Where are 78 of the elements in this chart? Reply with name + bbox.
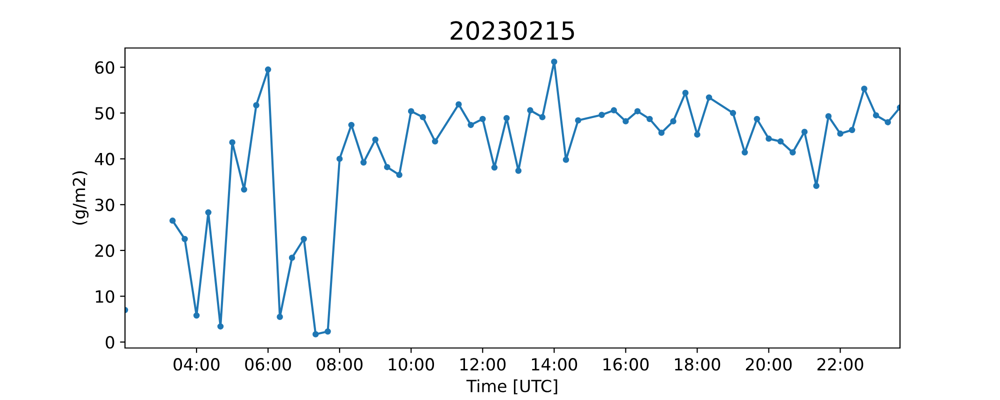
point (193, 312, 200, 319)
point (205, 209, 212, 216)
x-tick-label: 18:00 (675, 358, 720, 371)
point (336, 156, 343, 162)
x-tick-label: 22:00 (817, 358, 864, 371)
point (312, 331, 319, 338)
point (766, 136, 772, 142)
point (408, 108, 414, 114)
y-tick-label: 10 (96, 290, 114, 303)
point (217, 323, 224, 330)
x-tick-label: 08:00 (316, 358, 362, 371)
point (706, 94, 712, 101)
point (861, 86, 868, 92)
point (300, 236, 307, 242)
point (360, 159, 367, 166)
point (801, 128, 808, 135)
point (813, 182, 820, 189)
point (384, 164, 390, 170)
point (348, 122, 355, 128)
point (288, 254, 296, 261)
point (539, 114, 546, 120)
point (884, 119, 891, 126)
point (551, 58, 558, 65)
point (825, 113, 832, 120)
x-axis-title: Time [UTC] (466, 379, 558, 394)
point (622, 118, 629, 124)
y-tick-label: 60 (95, 61, 114, 74)
point (468, 122, 474, 128)
point (503, 114, 510, 122)
x-tick-label: 10:00 (388, 358, 434, 371)
point (276, 314, 283, 320)
point (872, 112, 880, 118)
point (420, 114, 426, 120)
point (456, 101, 462, 108)
x-tick-label: 16:00 (604, 358, 649, 371)
point (575, 117, 582, 124)
point (562, 156, 570, 163)
point (730, 110, 736, 116)
point (670, 118, 676, 124)
point (264, 66, 272, 73)
y-tick-label: 0 (106, 336, 114, 349)
point (848, 126, 856, 134)
point (634, 108, 641, 114)
y-tick-label: 50 (95, 107, 114, 120)
x-tick-label: 04:00 (174, 358, 220, 371)
x-tick-label: 14:00 (532, 358, 578, 371)
point (777, 138, 784, 145)
point (598, 112, 605, 118)
point (646, 116, 653, 122)
chart-title: 20230215 (450, 21, 574, 40)
point (253, 102, 260, 108)
point (432, 138, 438, 145)
point (754, 116, 760, 122)
x-tick-label: 20:00 (746, 358, 792, 371)
point (658, 130, 665, 136)
point (169, 218, 176, 224)
point (372, 136, 378, 143)
point (182, 236, 188, 242)
x-tick-label: 12:00 (460, 358, 506, 371)
y-tick-label: 30 (95, 198, 114, 212)
point (682, 90, 689, 96)
point (527, 107, 534, 114)
y-axis-title: (g/m2) (72, 171, 89, 225)
point (324, 328, 331, 335)
y-tick-label: 20 (95, 244, 114, 258)
point (480, 116, 486, 122)
point (790, 149, 796, 156)
point (515, 168, 522, 174)
point (837, 130, 844, 137)
x-tick-label: 06:00 (245, 358, 291, 371)
point (694, 131, 700, 138)
point (491, 164, 498, 171)
point (240, 186, 248, 193)
point (742, 149, 748, 156)
y-tick-label: 40 (94, 152, 114, 166)
point (396, 172, 402, 178)
point (229, 139, 236, 146)
point (610, 107, 618, 114)
